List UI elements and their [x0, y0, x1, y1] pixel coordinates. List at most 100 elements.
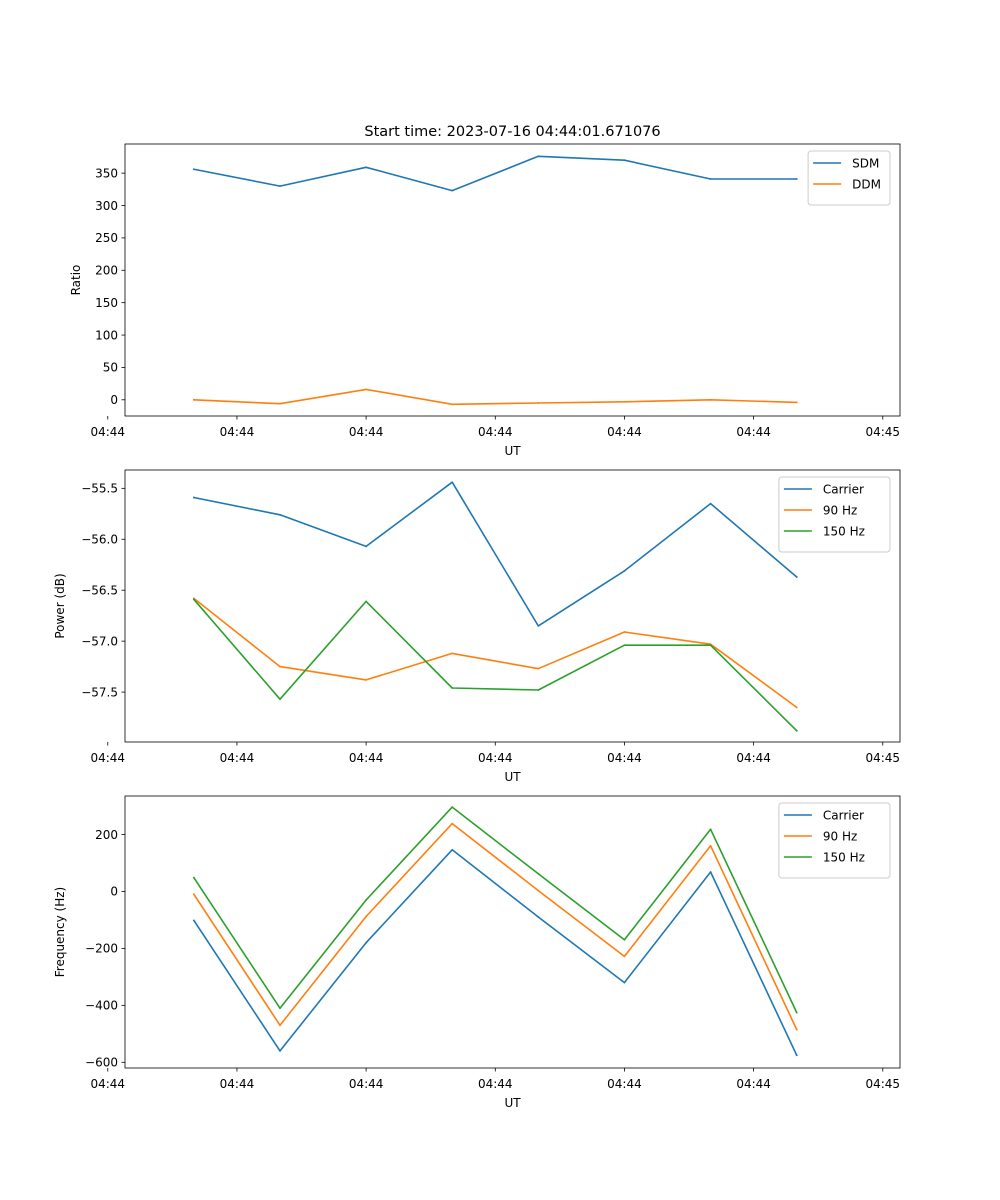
data-point — [451, 822, 454, 825]
data-point — [192, 496, 195, 499]
data-point — [709, 178, 712, 180]
data-point — [451, 848, 454, 851]
data-point — [623, 938, 626, 941]
panel-1: 04:44 04:44 04:44 04:44 04:44 04:44 04:45 0 50 10… — [69, 143, 901, 458]
legend-label: Carrier — [823, 482, 864, 496]
data-point — [709, 844, 712, 847]
data-point — [795, 178, 798, 180]
x-tick-label: 04:44 — [349, 751, 384, 765]
x-tick-label: 04:44 — [736, 1077, 771, 1091]
x-tick-label: 04:44 — [478, 751, 513, 765]
data-point — [279, 698, 281, 701]
data-point — [451, 481, 454, 484]
data-point — [537, 155, 540, 158]
data-point — [192, 876, 195, 879]
axes-frame-3 — [124, 795, 901, 1069]
legend-label: SDM — [852, 156, 879, 170]
data-point — [279, 1007, 281, 1010]
x-tick-label: 04:44 — [349, 425, 384, 439]
data-point — [192, 919, 195, 922]
legend-label: 150 Hz — [823, 524, 865, 538]
x-tick-label: 04:44 — [736, 751, 771, 765]
data-point — [623, 159, 626, 162]
data-point — [451, 652, 454, 655]
x-tick-label: 04:44 — [90, 751, 125, 765]
data-point — [365, 600, 368, 603]
x-tick-label: 04:44 — [220, 425, 255, 439]
x-tick-label: 04:44 — [220, 751, 255, 765]
data-point — [279, 1050, 281, 1052]
x-tick-label: 04:45 — [865, 751, 900, 765]
legend-label: Carrier — [823, 808, 864, 822]
data-point — [365, 678, 368, 681]
data-point — [365, 915, 368, 918]
data-point — [623, 955, 626, 958]
y-tick-label: −56.5 — [81, 584, 118, 598]
y-tick-label: −57.5 — [81, 685, 118, 699]
series-line-150-hz — [192, 598, 798, 732]
legend-box — [807, 150, 891, 206]
y-tick-label: −55.5 — [81, 482, 118, 496]
data-point — [192, 598, 195, 601]
data-point — [709, 644, 712, 647]
data-point — [192, 168, 195, 171]
axes-frame-2 — [124, 469, 901, 743]
data-point — [451, 687, 454, 689]
x-tick-label: 04:45 — [865, 425, 900, 439]
data-point — [365, 941, 368, 944]
y-tick-label: 50 — [103, 361, 118, 375]
y-tick-label: 0 — [110, 393, 118, 407]
legend-label: 90 Hz — [823, 829, 857, 843]
legend-box — [778, 802, 891, 879]
series-line-150-hz — [192, 806, 798, 1014]
y-axis-label: Frequency (Hz) — [53, 887, 67, 978]
figure-title: Start time: 2023-07-16 04:44:01.671076 — [364, 124, 660, 140]
data-point — [623, 644, 626, 647]
x-tick-label: 04:44 — [220, 1077, 255, 1091]
series-line-carrier — [192, 481, 798, 627]
data-point — [365, 166, 368, 169]
data-point — [279, 1024, 281, 1027]
legend-label: 150 Hz — [823, 850, 865, 864]
x-tick-label: 04:44 — [607, 1077, 642, 1091]
x-tick-label: 04:44 — [349, 1077, 384, 1091]
x-tick-label: 04:44 — [90, 1077, 125, 1091]
data-point — [623, 400, 626, 403]
legend: SDM DDM — [807, 150, 891, 206]
data-point — [537, 689, 540, 691]
x-axis-label: UT — [504, 444, 521, 458]
y-tick-label: 350 — [95, 166, 118, 180]
data-point — [279, 665, 281, 668]
x-tick-label: 04:45 — [865, 1077, 900, 1091]
data-point — [192, 398, 195, 401]
data-point — [795, 1054, 798, 1057]
data-point — [451, 806, 454, 809]
y-tick-label: 0 — [110, 885, 118, 899]
legend-label: 90 Hz — [823, 503, 857, 517]
y-tick-label: 300 — [95, 199, 118, 213]
data-point — [709, 398, 712, 401]
x-axis-label: UT — [504, 1096, 521, 1110]
x-tick-label: 04:44 — [736, 425, 771, 439]
y-tick-label: 200 — [95, 264, 118, 278]
x-tick-label: 04:44 — [607, 751, 642, 765]
y-tick-label: −600 — [85, 1056, 118, 1070]
data-point — [365, 899, 368, 901]
y-tick-label: −400 — [85, 999, 118, 1013]
data-point — [623, 631, 626, 633]
series-line-sdm — [192, 155, 798, 192]
data-point — [279, 185, 281, 187]
data-point — [537, 402, 540, 404]
panel-2: 04:44 04:44 04:44 04:44 04:44 04:44 04:45 −57.5… — [53, 469, 901, 784]
data-point — [365, 388, 368, 391]
data-point — [451, 403, 454, 406]
data-point — [537, 916, 540, 918]
legend-box — [778, 476, 891, 553]
data-point — [795, 729, 798, 732]
series-line-carrier — [192, 848, 798, 1057]
axes-frame-1 — [124, 143, 901, 417]
data-point — [537, 667, 540, 670]
data-point — [537, 889, 540, 892]
data-point — [623, 981, 626, 984]
